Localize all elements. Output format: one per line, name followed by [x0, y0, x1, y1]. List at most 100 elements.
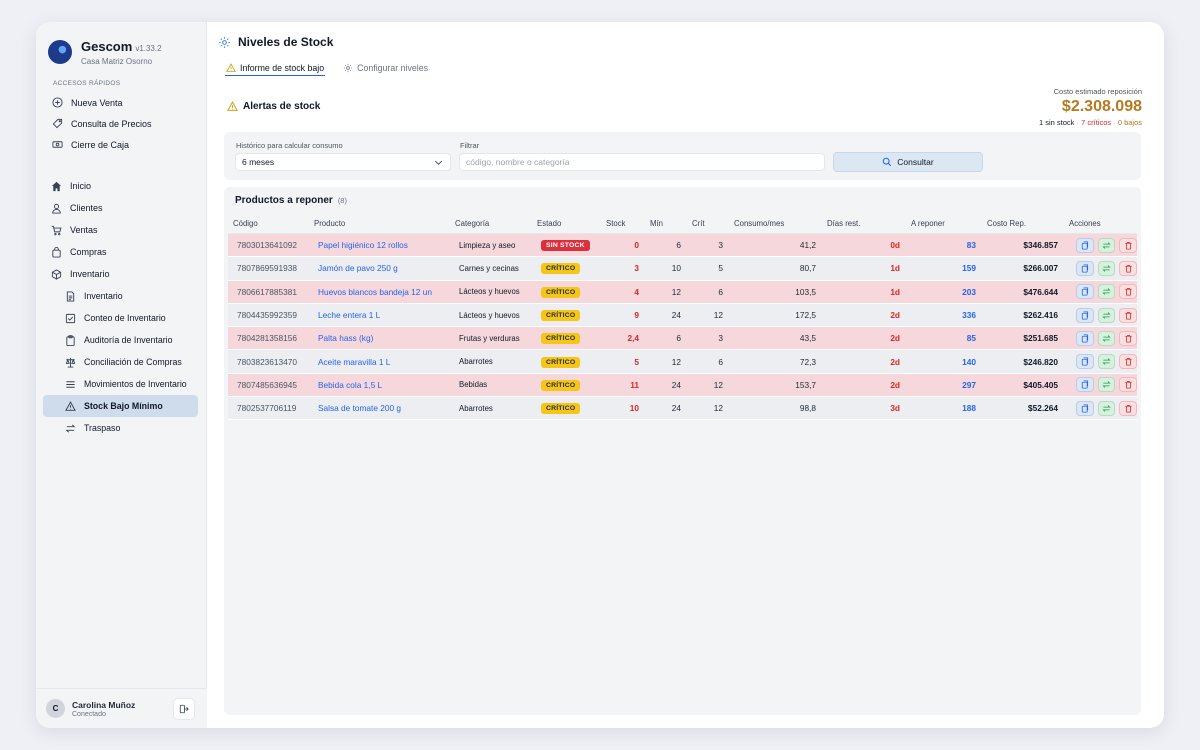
col-min[interactable]: Mín	[645, 213, 687, 234]
subnav-item-stock-bajo-minimo[interactable]: Stock Bajo Mínimo	[43, 395, 198, 417]
transfer-button[interactable]	[1097, 354, 1116, 370]
subnav-item-label: Inventario	[84, 291, 123, 301]
quick-item-nueva-venta[interactable]: Nueva Venta	[36, 92, 206, 113]
table-row[interactable]: 7807869591938 Jamón de pavo 250 g Carnes y…	[228, 257, 1137, 281]
replenishment-cost-summary: Costo estimado reposición $2.308.098 1 s…	[1039, 87, 1142, 127]
subnav-item-label: Movimientos de Inventario	[84, 379, 187, 389]
col-costo[interactable]: Costo Rep.	[982, 213, 1064, 234]
trash-icon	[1124, 264, 1133, 273]
transfer-icon	[1102, 380, 1111, 389]
sidebar-item-clientes[interactable]: Clientes	[36, 197, 206, 219]
delete-button[interactable]	[1119, 307, 1137, 323]
sidebar-item-inventario[interactable]: Inventario	[36, 263, 206, 285]
delete-button[interactable]	[1119, 237, 1137, 253]
transfer-button[interactable]	[1097, 400, 1116, 416]
table-row[interactable]: 7803013641092 Papel higiénico 12 rollos Li…	[228, 234, 1137, 258]
tab-bar: Informe de stock bajo Configurar niveles	[225, 60, 446, 76]
product-link[interactable]: Aceite maravilla 1 L	[309, 350, 450, 374]
tab-configurar-niveles[interactable]: Configurar niveles	[342, 60, 429, 76]
subnav-item-conteo[interactable]: Conteo de Inventario	[36, 307, 206, 329]
transfer-icon	[1102, 287, 1111, 296]
products-title: Productos a reponer	[235, 195, 333, 206]
sidebar-item-compras[interactable]: Compras	[36, 241, 206, 263]
cell-min: 24	[645, 373, 687, 398]
page-title: Niveles de Stock	[238, 35, 334, 49]
subnav-item-traspaso[interactable]: Traspaso	[36, 417, 206, 439]
cell-crit: 3	[687, 327, 729, 351]
cell-costo: $52.264	[982, 397, 1064, 421]
col-producto[interactable]: Producto	[309, 213, 450, 234]
col-codigo[interactable]: Código	[228, 213, 309, 234]
col-categoria[interactable]: Categoría	[450, 213, 532, 234]
consult-button[interactable]: Consultar	[833, 152, 983, 172]
transfer-button[interactable]	[1097, 307, 1116, 323]
delete-button[interactable]	[1119, 400, 1137, 416]
sidebar-item-ventas[interactable]: Ventas	[36, 219, 206, 241]
delete-button[interactable]	[1119, 354, 1137, 370]
subnav-item-movimientos[interactable]: Movimientos de Inventario	[36, 373, 206, 395]
subnav-item-conciliacion[interactable]: Conciliación de Compras	[36, 351, 206, 373]
alerts-heading: Alertas de stock	[227, 101, 320, 112]
product-link[interactable]: Jamón de pavo 250 g	[309, 257, 450, 281]
table-row[interactable]: 7804435992359 Leche entera 1 L Lácteos y h…	[228, 303, 1137, 328]
col-estado[interactable]: Estado	[532, 213, 601, 234]
table-row[interactable]: 7806617885381 Huevos blancos bandeja 12 u…	[228, 280, 1137, 304]
subnav-item-auditoria[interactable]: Auditoría de Inventario	[36, 329, 206, 351]
col-crit[interactable]: Crít	[687, 213, 729, 234]
transfer-button[interactable]	[1097, 260, 1116, 276]
logout-button[interactable]	[173, 698, 195, 720]
product-link[interactable]: Salsa de tomate 200 g	[309, 397, 450, 421]
transfer-button[interactable]	[1097, 237, 1116, 253]
products-count: (8)	[337, 196, 347, 205]
cell-codigo: 7802537706119	[228, 397, 309, 421]
cell-codigo: 7804435992359	[228, 303, 309, 328]
history-select[interactable]: 6 meses	[235, 153, 451, 171]
col-consumo[interactable]: Consumo/mes	[729, 213, 822, 234]
quick-item-consulta-precios[interactable]: Consulta de Precios	[36, 113, 206, 134]
col-reponer[interactable]: A reponer	[906, 213, 982, 234]
quick-item-label: Consulta de Precios	[71, 118, 152, 129]
table-row[interactable]: 7802537706119 Salsa de tomate 200 g Abarro…	[228, 397, 1137, 421]
delete-button[interactable]	[1119, 260, 1137, 276]
quick-item-cierre-caja[interactable]: Cierre de Caja	[36, 134, 206, 155]
cell-codigo: 7803013641092	[228, 234, 309, 258]
col-stock[interactable]: Stock	[601, 213, 645, 234]
tab-informe-stock-bajo[interactable]: Informe de stock bajo	[225, 60, 326, 76]
copy-button[interactable]	[1076, 237, 1094, 253]
copy-button[interactable]	[1076, 284, 1094, 300]
filter-input[interactable]	[459, 153, 825, 171]
delete-button[interactable]	[1119, 330, 1137, 346]
transfer-button[interactable]	[1097, 377, 1116, 393]
warning-icon	[65, 400, 76, 412]
copy-button[interactable]	[1076, 400, 1094, 416]
sidebar-item-inicio[interactable]: Inicio	[36, 175, 206, 197]
cell-costo: $266.007	[982, 257, 1064, 281]
col-dias[interactable]: Días rest.	[822, 213, 906, 234]
product-link[interactable]: Papel higiénico 12 rollos	[309, 234, 450, 258]
product-link[interactable]: Huevos blancos bandeja 12 un	[309, 280, 450, 304]
copy-button[interactable]	[1076, 377, 1094, 393]
delete-button[interactable]	[1119, 377, 1137, 393]
copy-button[interactable]	[1076, 354, 1094, 370]
warning-icon	[226, 62, 236, 72]
subnav-item-inventario[interactable]: Inventario	[36, 285, 206, 307]
cell-dias: 3d	[822, 397, 906, 421]
delete-button[interactable]	[1119, 284, 1137, 300]
cost-label: Costo estimado reposición	[1053, 87, 1142, 96]
box-icon	[51, 268, 62, 280]
copy-button[interactable]	[1076, 330, 1094, 346]
cell-crit: 6	[687, 350, 729, 374]
product-link[interactable]: Bebida cola 1,5 L	[309, 373, 450, 398]
table-row[interactable]: 7804281358156 Palta hass (kg) Frutas y ver…	[228, 327, 1137, 351]
product-link[interactable]: Palta hass (kg)	[309, 327, 450, 351]
copy-button[interactable]	[1076, 260, 1094, 276]
copy-button[interactable]	[1076, 307, 1094, 323]
product-link[interactable]: Leche entera 1 L	[309, 303, 450, 328]
transfer-button[interactable]	[1097, 330, 1116, 346]
transfer-button[interactable]	[1097, 284, 1116, 300]
copy-icon	[1080, 311, 1089, 320]
table-row[interactable]: 7807485636945 Bebida cola 1,5 L Bebidas CRÍ…	[228, 373, 1137, 398]
table-row[interactable]: 7803823613470 Aceite maravilla 1 L Abarrot…	[228, 350, 1137, 374]
inventory-subnav: Inventario Conteo de Inventario Auditorí…	[36, 285, 206, 439]
cart-icon	[51, 225, 62, 236]
